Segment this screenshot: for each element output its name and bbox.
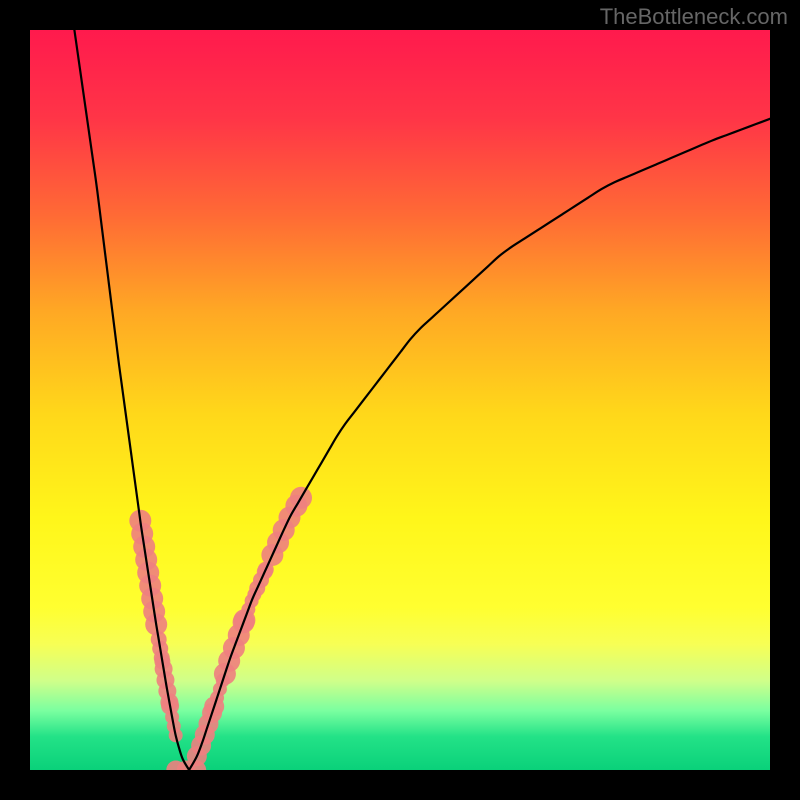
plot-area [30, 30, 770, 770]
watermark-text: TheBottleneck.com [600, 4, 788, 30]
plot-svg [30, 30, 770, 770]
chart-frame: TheBottleneck.com [0, 0, 800, 800]
